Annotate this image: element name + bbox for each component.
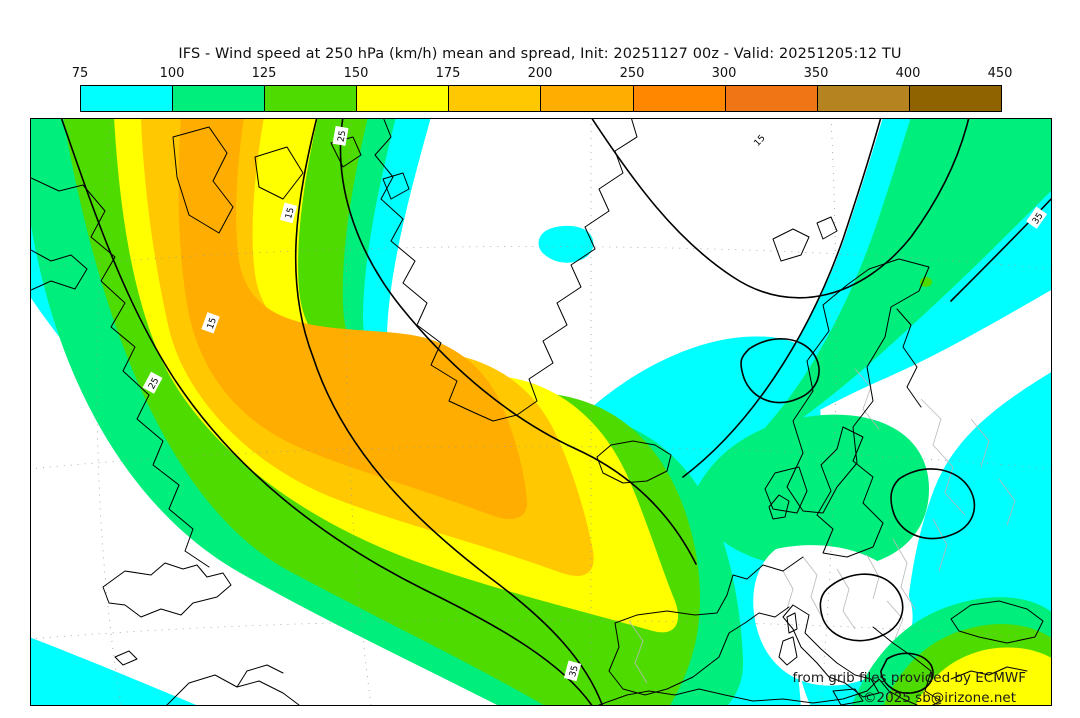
colorbar: [80, 85, 1002, 112]
coast-corsica: [786, 612, 798, 634]
coastlines: [31, 119, 1044, 705]
coast-svalbard: [772, 228, 810, 262]
colorbar-segment-100-125: [172, 86, 265, 111]
colorbar-segment-175-200: [448, 86, 541, 111]
coast-sardinia: [778, 636, 798, 666]
attribution-copyright: ©2025 sb@irizone.net: [863, 690, 1016, 705]
page-title: IFS - Wind speed at 250 hPa (km/h) mean …: [178, 46, 902, 62]
svg-text:25: 25: [337, 130, 349, 143]
colorbar-tick: 400: [895, 66, 921, 81]
coast-hudson: [31, 249, 88, 291]
colorbar-tick: 75: [71, 66, 89, 81]
coast-svalbard: [816, 216, 838, 240]
svg-text:25: 25: [147, 376, 161, 391]
band-green-uk: [691, 414, 929, 569]
contour-label: 15: [201, 312, 220, 334]
svg-text:15: 15: [284, 207, 297, 221]
colorbar-segment-400-450: [908, 86, 1001, 111]
colorbar-tick: 200: [527, 66, 553, 81]
coast-ireland: [764, 466, 808, 514]
colorbar-segment-150-175: [356, 86, 449, 111]
band-orange-jet: [178, 119, 528, 519]
contour-label: 25: [142, 371, 163, 394]
coast-anticosti: [114, 650, 138, 666]
coast-sicily: [832, 688, 864, 705]
coast-greenland: [374, 119, 638, 422]
coast-great-britain: [816, 426, 884, 558]
contour-label: 15: [279, 202, 298, 224]
colorbar-tick: 125: [251, 66, 277, 81]
map-frame: 25 15 25 15 15 35 35 from grib files provided …: [30, 118, 1052, 706]
colorbar-segment-125-150: [264, 86, 357, 111]
svg-text:35: 35: [568, 665, 581, 679]
contour-label: 25: [332, 125, 349, 146]
region-white-italy: [753, 545, 913, 686]
coast-island: [382, 172, 410, 200]
band-green-norwegian: [731, 119, 1051, 461]
colorbar-tick: 175: [435, 66, 461, 81]
band-chartreuse-dot: [920, 277, 932, 287]
coast-baffin: [172, 126, 234, 234]
coast-balkans: [872, 626, 942, 705]
coast-denmark: [768, 494, 790, 520]
coast-scandinavia: [786, 258, 930, 514]
colorbar-tick-labels: 75 100 125 150 175 200 250 300 350 400 450: [0, 66, 1080, 82]
coast-turkey: [950, 666, 1028, 680]
spread-contours: [60, 119, 1051, 705]
colorbar-segment-250-300: [632, 86, 725, 111]
colorbar-tick: 450: [987, 66, 1013, 81]
colorbar-tick: 350: [803, 66, 829, 81]
coast-labrador: [31, 177, 210, 568]
coast-europe: [608, 556, 804, 696]
wind-bands: [31, 119, 1051, 705]
colorbar-tick: 300: [711, 66, 737, 81]
colorbar-tick: 250: [619, 66, 645, 81]
coast-newfoundland: [102, 562, 232, 618]
attribution-source: from grib files provided by ECMWF: [793, 670, 1026, 686]
band-cyan-arctic-patch: [538, 225, 594, 263]
colorbar-segment-75-100: [81, 86, 173, 111]
contour-label: 35: [563, 660, 582, 682]
colorbar-segment-300-350: [724, 86, 817, 111]
coast-nova-scotia: [166, 674, 300, 705]
coast-black-sea: [950, 600, 1044, 644]
colorbar-segment-350-400: [816, 86, 909, 111]
coast-iceland: [596, 440, 672, 484]
attribution: from grib files provided by ECMWF ©2025 …: [793, 670, 1026, 705]
colorbar-tick: 150: [343, 66, 369, 81]
colorbar-tick: 100: [159, 66, 185, 81]
band-cyan-southwest-wedge: [31, 637, 197, 705]
coast-italy: [782, 604, 880, 698]
contour-label: 15: [747, 128, 770, 151]
coast-north-africa: [598, 678, 918, 705]
coast-finland: [896, 308, 922, 408]
colorbar-segment-200-250: [540, 86, 633, 111]
coast-gaspe: [236, 664, 284, 688]
svg-text:15: 15: [206, 316, 219, 330]
coast-island: [254, 146, 304, 200]
band-yellow-corner: [915, 647, 1051, 705]
